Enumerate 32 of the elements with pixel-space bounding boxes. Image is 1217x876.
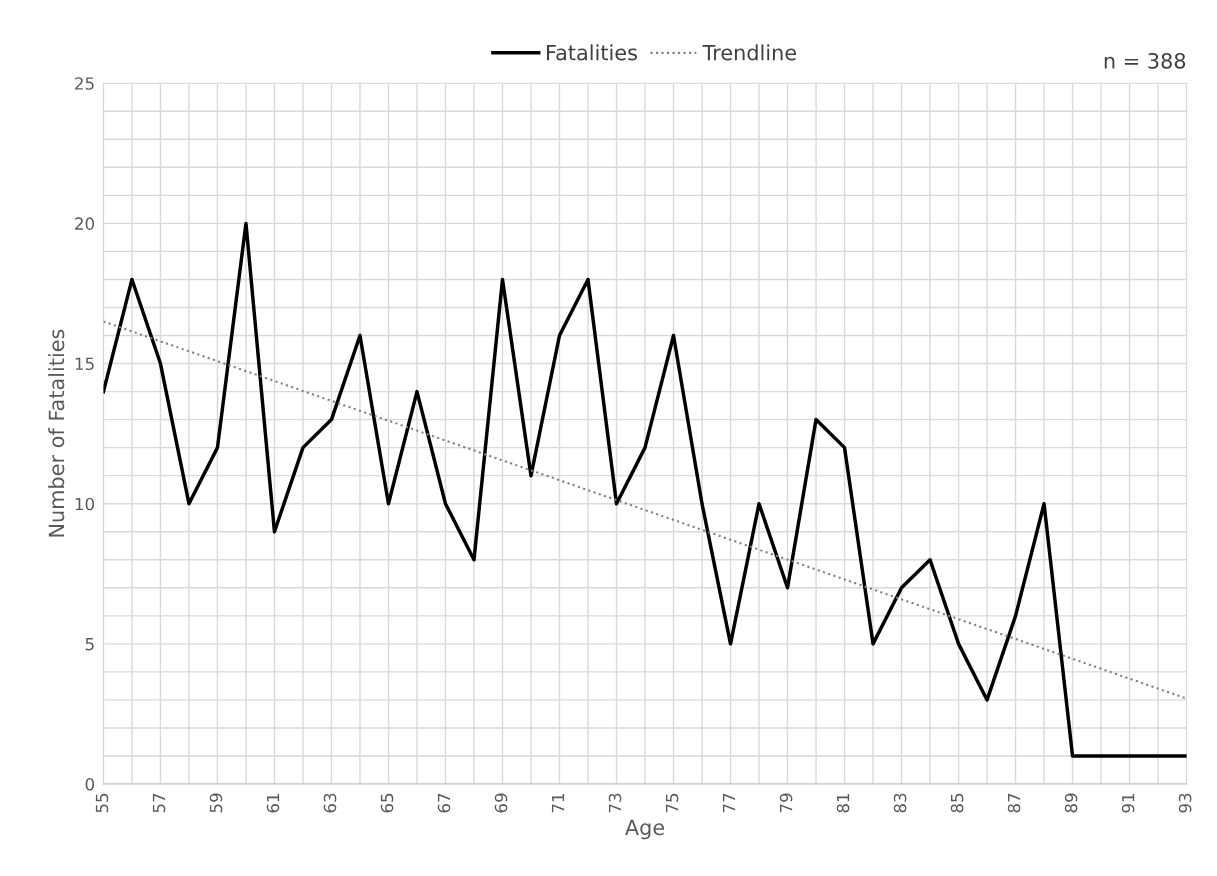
y-tick-label: 15 (75, 357, 94, 371)
y-tick-label: 0 (85, 777, 94, 791)
x-tick-label: 77 (722, 793, 736, 813)
x-tick-label: 83 (893, 793, 907, 813)
x-tick-label: 73 (608, 793, 622, 813)
x-tick-label: 59 (209, 793, 223, 813)
x-tick-label: 79 (779, 793, 793, 813)
x-tick-label: 65 (380, 793, 394, 813)
y-tick-label: 10 (75, 497, 94, 511)
x-tick-label: 69 (494, 793, 508, 813)
x-tick-label: 87 (1007, 793, 1021, 813)
x-tick-label: 55 (95, 793, 109, 813)
x-tick-label: 63 (323, 793, 337, 813)
x-tick-label: 75 (665, 793, 679, 813)
x-tick-label: 91 (1121, 793, 1135, 813)
y-tick-label: 20 (75, 217, 94, 230)
x-tick-label: 71 (551, 793, 565, 813)
x-tick-label: 81 (836, 793, 850, 813)
x-tick-label: 85 (950, 793, 964, 813)
legend-label: Trendline (702, 44, 797, 61)
x-tick-label: 93 (1178, 793, 1192, 813)
line-series (103, 221, 1187, 758)
x-tick-label: 67 (437, 793, 451, 813)
x-tick-label: 89 (1064, 793, 1078, 813)
y-tick-label: 25 (75, 77, 94, 90)
x-tick-label: 57 (152, 793, 166, 813)
text: n = 388 (1104, 52, 1186, 69)
x-tick-label: 61 (266, 793, 280, 813)
y-axis-title: Number of Fatalities (48, 329, 65, 537)
legend-label: Fatalities (547, 44, 637, 61)
x-axis-title: Age (625, 819, 665, 840)
y-tick-label: 5 (85, 638, 94, 651)
